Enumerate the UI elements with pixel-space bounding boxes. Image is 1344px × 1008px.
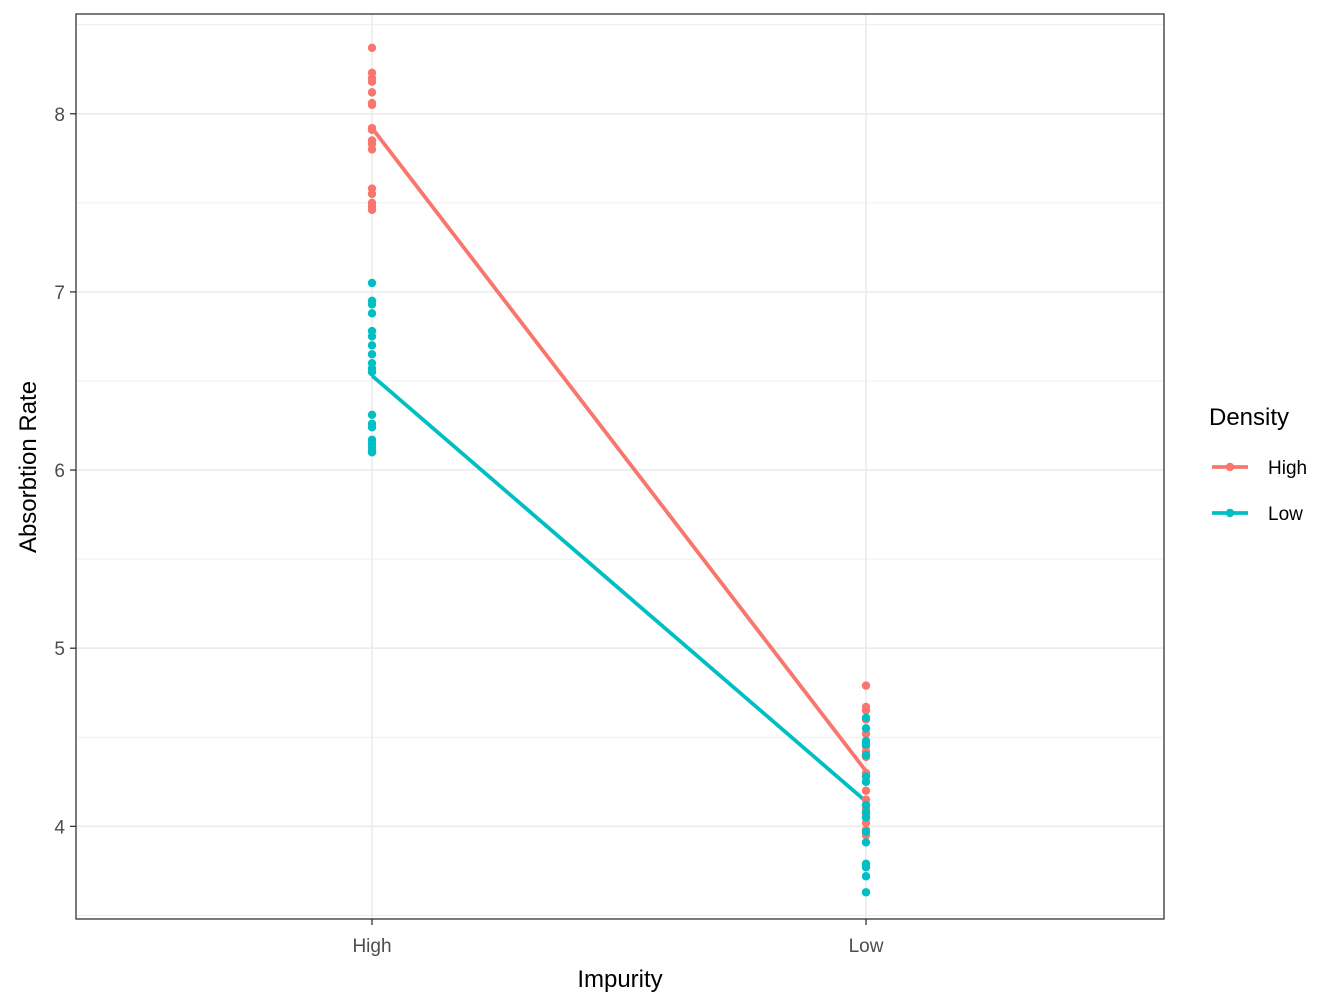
legend-keys: High Low	[1212, 458, 1307, 525]
data-point-high	[861, 706, 871, 715]
data-point-low	[861, 827, 871, 836]
data-point-low	[367, 309, 377, 318]
legend: Density High Low	[1209, 404, 1307, 525]
data-point-low	[367, 341, 377, 350]
legend-title: Density	[1209, 404, 1289, 431]
data-point-high	[367, 125, 377, 134]
data-point-low	[367, 300, 377, 309]
data-point-low	[367, 423, 377, 432]
series-line-high	[370, 126, 868, 773]
data-point-high	[367, 189, 377, 199]
data-point-low	[861, 750, 871, 760]
series-points	[367, 43, 871, 897]
y-axis-title: Absorbtion Rate	[15, 381, 42, 553]
data-point-high	[861, 786, 871, 795]
data-point-low	[861, 724, 871, 733]
data-point-low	[367, 350, 377, 359]
data-point-low	[861, 740, 871, 749]
series-line-low	[370, 374, 868, 803]
legend-label: Low	[1268, 504, 1303, 525]
series-lines	[370, 126, 868, 803]
data-point-low	[861, 777, 871, 787]
data-point-low	[861, 888, 871, 897]
y-tick-label: 7	[54, 283, 65, 304]
data-point-low	[861, 713, 871, 722]
data-point-low	[367, 278, 377, 288]
data-point-low	[367, 448, 377, 457]
y-axis-ticks: 4 5 6 7 8	[54, 105, 76, 838]
data-point-low	[367, 367, 377, 377]
data-point-low	[367, 410, 377, 420]
data-point-high	[367, 43, 377, 53]
data-point-low	[861, 838, 871, 847]
data-point-high	[367, 205, 377, 215]
data-point-high	[367, 100, 377, 110]
data-point-low	[367, 332, 377, 341]
y-tick-label: 4	[54, 817, 65, 838]
y-tick-label: 5	[54, 639, 65, 660]
minor-gridlines	[76, 24, 1164, 916]
data-point-high	[861, 681, 871, 690]
data-point-low	[861, 800, 871, 810]
data-point-high	[367, 145, 377, 154]
y-tick-label: 8	[54, 105, 65, 126]
data-point-low	[861, 872, 871, 881]
data-point-high	[367, 77, 377, 86]
legend-key-point	[1225, 462, 1235, 472]
x-tick-label: High	[352, 936, 391, 957]
x-axis-ticks: High Low	[352, 919, 884, 957]
data-point-high	[367, 88, 377, 97]
x-tick-label: Low	[849, 936, 884, 957]
data-point-low	[861, 863, 871, 872]
legend-key-point	[1225, 508, 1235, 518]
x-axis-title: Impurity	[577, 966, 662, 993]
y-tick-label: 6	[54, 461, 65, 482]
legend-label: High	[1268, 458, 1307, 479]
panel-border	[75, 13, 1165, 920]
data-point-low	[861, 813, 871, 822]
